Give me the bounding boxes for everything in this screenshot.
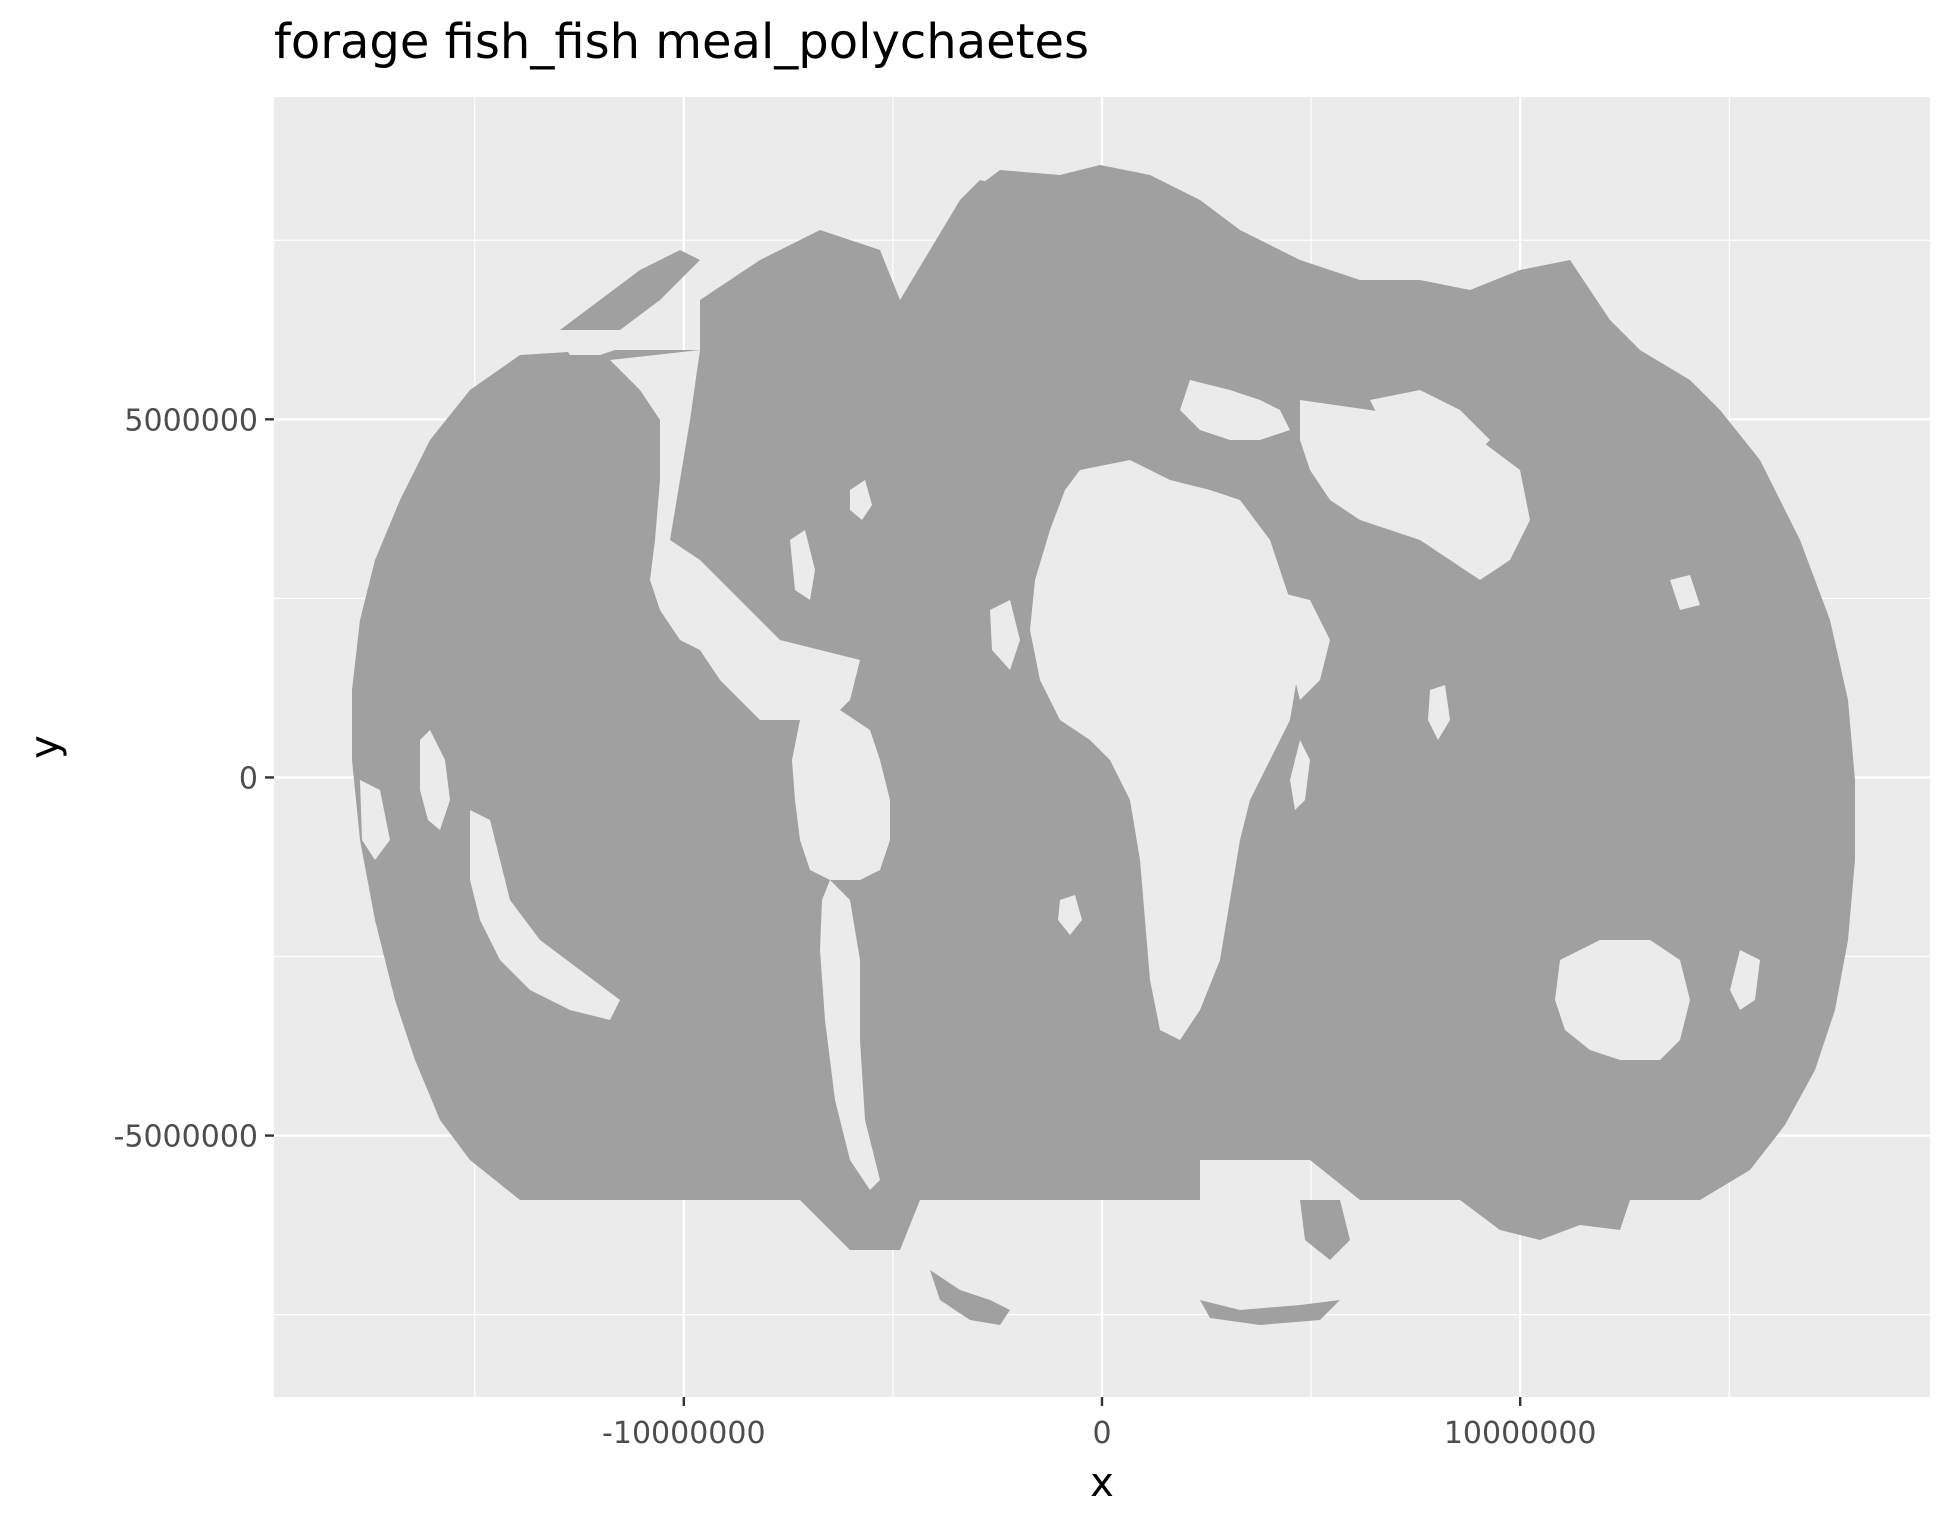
land-new-zealand: [1730, 950, 1760, 1010]
land-east-asia: [1370, 390, 1490, 460]
land-atlantic-a: [850, 480, 872, 520]
land-pacific-b: [470, 810, 620, 1020]
land-madagascar: [1290, 740, 1310, 810]
x-tick-label-1: 0: [1092, 1416, 1111, 1451]
x-tick-label-0: -10000000: [602, 1416, 766, 1451]
ocean-raster-north-b: [960, 180, 1000, 215]
ocean-raster-antarctic-b: [1200, 1300, 1340, 1325]
axes: -10000000 0 10000000 -5000000 0 5000000: [114, 403, 1597, 1451]
ocean-raster-antarctic-c: [1300, 1200, 1350, 1260]
chart-title: forage fish_fish meal_polychaetes: [274, 14, 1089, 70]
x-axis-title: x: [1090, 1460, 1114, 1506]
raster-layer: [352, 160, 1855, 1325]
y-axis-title: y: [22, 735, 68, 759]
land-atlantic-b: [790, 530, 815, 600]
land-arctic-strip: [560, 330, 630, 355]
land-pacific-a: [420, 730, 450, 830]
land-europe: [1180, 380, 1290, 440]
land-north-america: [610, 350, 860, 720]
land-africa: [1030, 460, 1300, 1040]
land-indian-b: [1670, 575, 1700, 610]
x-tick-label-2: 10000000: [1444, 1416, 1597, 1451]
land-pacific-c: [360, 780, 390, 860]
y-tick-label-2: 5000000: [124, 403, 258, 438]
land-areas: [360, 160, 1760, 1190]
land-indian-a: [1428, 685, 1450, 740]
land-south-america: [792, 710, 890, 880]
land-patagonia: [820, 880, 880, 1190]
y-tick-label-0: -5000000: [114, 1120, 258, 1155]
land-atlantic-d: [1058, 895, 1082, 935]
land-arabia: [1270, 590, 1330, 700]
y-tick-label-1: 0: [239, 761, 258, 796]
land-greenland: [900, 160, 950, 205]
land-australia: [1555, 940, 1690, 1060]
land-atlantic-c: [990, 600, 1020, 670]
land-central-america: [740, 640, 800, 720]
ocean-raster-north-a: [560, 250, 700, 330]
ocean-raster-antarctic-a: [930, 1270, 1010, 1325]
